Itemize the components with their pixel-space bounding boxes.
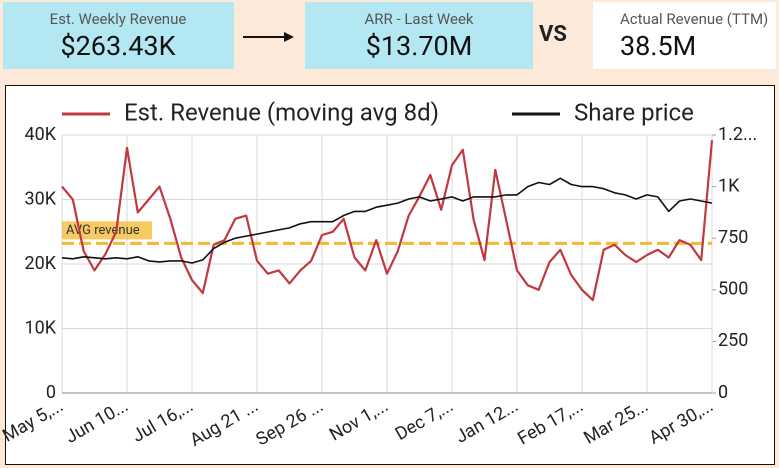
reference-label-bg [62,221,152,240]
y-tick-label: 10K [24,317,56,338]
vs-label: VS [539,22,567,47]
y2-tick-label: 1.2... [718,124,757,145]
arrow-head [284,32,294,42]
y2-tick-label: 250 [718,330,748,351]
kpi-card [305,2,533,69]
reference-label: AVG revenue [66,223,140,238]
y2-tick-label: 750 [718,227,748,248]
y2-tick-label: 500 [718,279,748,300]
chart-panel [5,85,775,465]
kpi-value: 38.5M [620,30,696,62]
y-tick-label: 20K [24,253,56,274]
kpi-value: $13.70M [366,30,473,62]
series-line [61,140,714,302]
legend-label: Est. Revenue (moving avg 8d) [124,98,439,126]
kpi-value: $263.43K [60,30,175,62]
series-line [61,177,713,264]
legend-label: Share price [574,98,694,126]
kpi-card [3,2,234,69]
y2-tick-label: 0 [718,382,728,403]
y2-tick-label: 1K [718,175,740,196]
kpi-label: Est. Weekly Revenue [50,10,187,28]
y-tick-label: 40K [24,124,56,145]
y-tick-label: 0 [46,382,56,403]
kpi-label: Actual Revenue (TTM) [620,10,768,28]
y-tick-label: 30K [24,188,56,209]
kpi-label: ARR - Last Week [364,10,473,28]
kpi-card [593,2,776,69]
